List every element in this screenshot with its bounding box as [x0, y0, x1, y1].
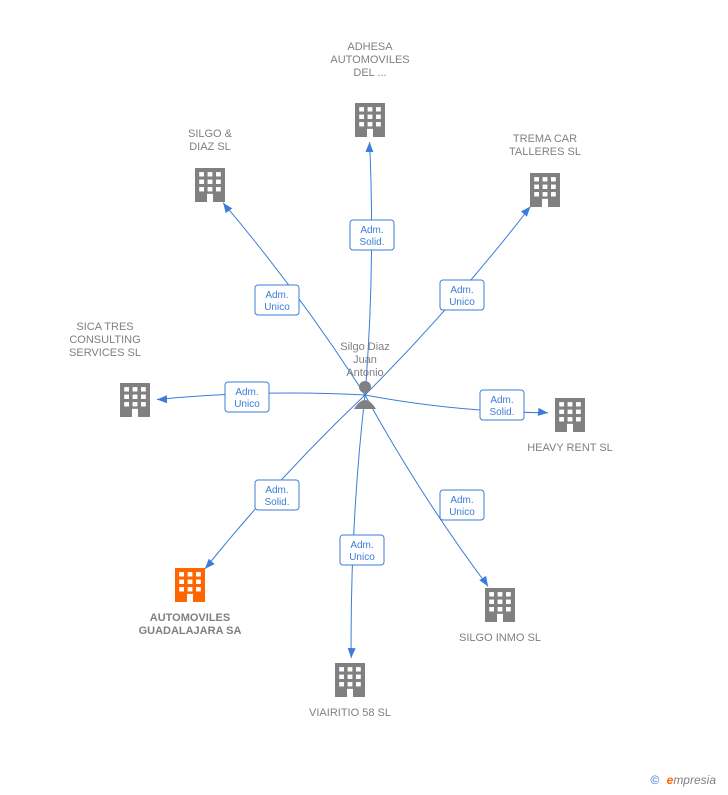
edge-label-text: Adm.: [265, 290, 288, 301]
arrow-head: [521, 207, 531, 217]
building-icon: [555, 398, 585, 432]
node-label: TREMA CAR: [513, 133, 577, 145]
node-label: SICA TRES: [76, 321, 133, 333]
edge-label-text: Adm.: [490, 395, 513, 406]
brand-rest: mpresia: [673, 773, 716, 787]
building-icon: [355, 103, 385, 137]
edge-label-text: Adm.: [450, 285, 473, 296]
edge-label-text: Solid.: [489, 407, 514, 418]
node-label: SILGO &: [188, 128, 233, 140]
edge-label-text: Unico: [234, 399, 260, 410]
node-label: Antonio: [346, 367, 383, 379]
node-label: SERVICES SL: [69, 347, 141, 359]
arrow-head: [348, 648, 356, 658]
edge-label-text: Adm.: [450, 495, 473, 506]
edge-label-text: Solid.: [359, 237, 384, 248]
arrow-head: [479, 576, 488, 587]
node-label: GUADALAJARA SA: [139, 625, 242, 637]
edge-label-text: Adm.: [350, 540, 373, 551]
node-label: DEL ...: [353, 67, 386, 79]
arrow-head: [157, 395, 167, 403]
arrow-head: [205, 559, 215, 569]
building-icon: [120, 383, 150, 417]
node-label: VIAIRITIO 58 SL: [309, 707, 391, 719]
edge-label-text: Unico: [449, 507, 475, 518]
node-label: Silgo Diaz: [340, 341, 390, 353]
building-icon: [175, 568, 205, 602]
node-label: DIAZ SL: [189, 141, 231, 153]
node-label: CONSULTING: [69, 334, 140, 346]
copyright-symbol: ©: [650, 773, 659, 787]
network-diagram: Adm.Solid.Adm.UnicoAdm.Solid.Adm.UnicoAd…: [0, 0, 728, 795]
building-icon: [485, 588, 515, 622]
edge-line: [351, 395, 365, 658]
node-label: AUTOMOVILES: [150, 612, 230, 624]
node-label: TALLERES SL: [509, 146, 581, 158]
building-icon: [530, 173, 560, 207]
edge-label-text: Solid.: [264, 497, 289, 508]
node-label: SILGO INMO SL: [459, 632, 541, 644]
edge-label-text: Unico: [449, 297, 475, 308]
arrow-head: [538, 408, 548, 416]
node-label: AUTOMOVILES: [330, 54, 409, 66]
edge-label-text: Adm.: [265, 485, 288, 496]
node-label: Juan: [353, 354, 377, 366]
footer-credit: © empresia: [650, 773, 716, 787]
edge-label-text: Adm.: [360, 225, 383, 236]
edge-label-text: Unico: [264, 302, 290, 313]
edge-label-text: Unico: [349, 552, 375, 563]
building-icon: [195, 168, 225, 202]
arrow-head: [365, 142, 373, 152]
node-label: HEAVY RENT SL: [527, 442, 613, 454]
edge-label-text: Adm.: [235, 387, 258, 398]
building-icon: [335, 663, 365, 697]
node-label: ADHESA: [347, 41, 393, 53]
